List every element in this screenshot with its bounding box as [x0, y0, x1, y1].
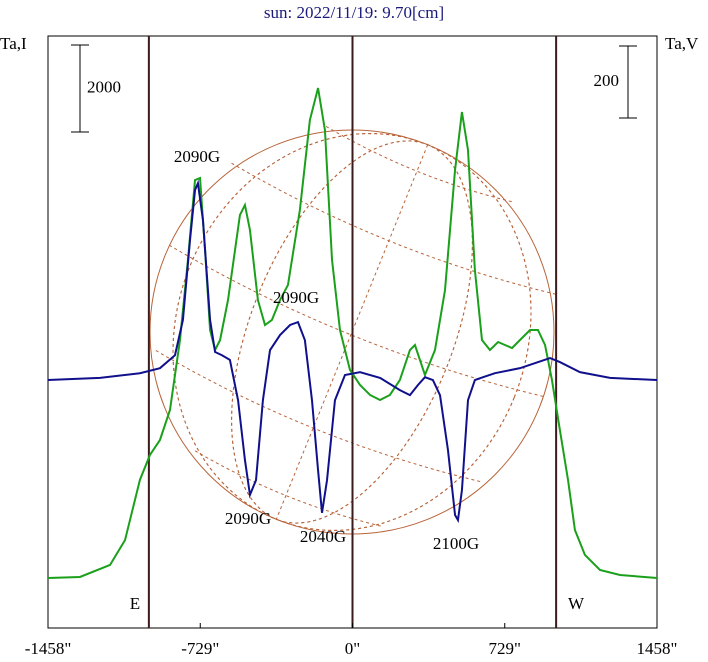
annotation: 2090G — [225, 509, 271, 528]
scale-bar-label: 200 — [594, 71, 620, 90]
x-tick-label: 0" — [345, 639, 360, 658]
parallel — [168, 244, 544, 398]
parallel — [194, 450, 383, 527]
parallel — [231, 162, 557, 295]
x-tick-label: 1458" — [637, 639, 678, 658]
y-axis-label: Ta,I — [0, 34, 27, 53]
annotation: 2090G — [174, 147, 220, 166]
limb-label: E — [130, 594, 140, 613]
x-tick-label: -729" — [181, 639, 219, 658]
annotation: 2100G — [433, 534, 479, 553]
chart-title: sun: 2022/11/19: 9.70[cm] — [264, 3, 444, 22]
series-line — [47, 179, 658, 524]
annotation: 2090G — [273, 288, 319, 307]
limb-label: W — [568, 594, 585, 613]
scale-bar-label: 2000 — [87, 77, 121, 96]
series-line — [47, 87, 658, 579]
x-tick-label: 729" — [489, 639, 521, 658]
x-tick-label: -1458" — [25, 639, 72, 658]
y2-axis-label: Ta,V — [665, 34, 699, 53]
annotation: 2040G — [300, 527, 346, 546]
parallel — [325, 125, 514, 203]
parallel — [155, 350, 481, 483]
meridian — [275, 144, 429, 520]
